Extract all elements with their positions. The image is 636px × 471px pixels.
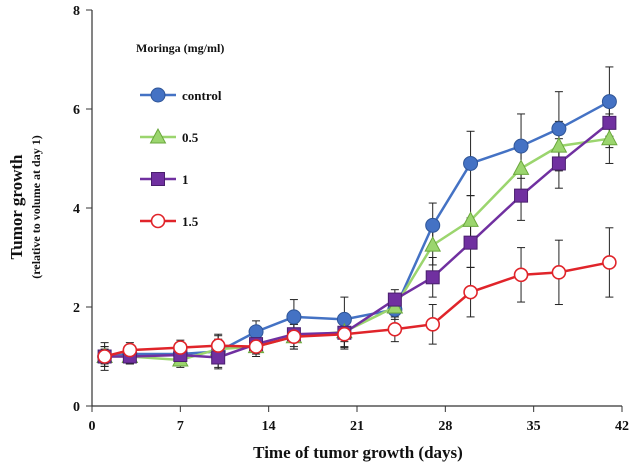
y-tick-label: 0 — [73, 400, 80, 415]
data-point — [463, 284, 478, 300]
legend-label: 1.5 — [182, 214, 199, 229]
x-tick-label: 35 — [527, 419, 541, 434]
series-line — [104, 100, 610, 358]
series-layer — [96, 66, 618, 371]
data-point — [463, 155, 479, 171]
series-line — [104, 137, 610, 362]
data-point — [602, 115, 617, 130]
data-point — [602, 255, 617, 270]
data-point — [601, 129, 618, 146]
error-bars-0.5 — [100, 113, 614, 368]
y-tick-label: 4 — [73, 202, 80, 217]
x-tick-label: 14 — [262, 419, 276, 434]
data-point — [248, 324, 264, 340]
x-tick-label: 0 — [89, 419, 96, 434]
data-point — [425, 317, 441, 332]
data-point — [97, 349, 112, 364]
data-point — [387, 292, 402, 307]
data-point — [286, 329, 302, 345]
data-point — [551, 121, 567, 137]
data-point — [286, 309, 302, 325]
legend-item-0.5: 0.5 — [140, 127, 199, 145]
data-point — [210, 338, 226, 353]
data-point — [463, 235, 478, 250]
data-point — [173, 340, 188, 355]
data-point — [550, 137, 568, 153]
legend-label: control — [182, 88, 222, 103]
legend-item-control: control — [140, 87, 222, 103]
legend-item-1: 1 — [140, 172, 189, 187]
legend-title: Moringa (mg/ml) — [136, 41, 224, 55]
x-tick-label: 21 — [350, 419, 364, 434]
x-tick-label: 7 — [177, 419, 184, 434]
data-point — [122, 342, 138, 358]
legend-swatch-marker — [150, 213, 166, 229]
data-point — [337, 326, 352, 342]
y-tick-label: 8 — [73, 4, 80, 19]
legend-label: 1 — [182, 172, 189, 187]
x-tick-label: 42 — [615, 419, 629, 434]
legend-swatch-marker — [150, 87, 166, 103]
y-axis-title: Tumor growth — [7, 154, 26, 260]
series-0.5 — [96, 129, 618, 367]
data-point — [551, 265, 567, 280]
x-tick-label: 28 — [438, 419, 452, 434]
data-point — [513, 138, 529, 154]
y-axis-subtitle: (relative to volume at day 1) — [29, 135, 43, 278]
data-point — [462, 211, 479, 227]
legend-item-1.5: 1.5 — [140, 213, 199, 229]
legend-label: 0.5 — [182, 130, 199, 145]
axes: 0 2 4 6 8 0 7 14 21 28 35 42 — [73, 4, 629, 434]
series-1.5 — [97, 255, 617, 364]
data-point — [211, 350, 226, 365]
series-line — [104, 121, 611, 359]
data-point — [424, 236, 442, 252]
data-point — [387, 321, 403, 337]
data-point — [425, 270, 440, 285]
data-point — [601, 94, 617, 110]
data-point — [425, 217, 441, 233]
legend: Moringa (mg/ml) control 0.5 1 1.5 — [136, 41, 224, 229]
data-point — [248, 339, 264, 354]
data-point — [513, 267, 529, 283]
data-point — [514, 188, 529, 203]
data-point — [512, 159, 530, 175]
y-tick-label: 6 — [73, 103, 80, 118]
legend-swatch-marker — [151, 172, 165, 186]
x-axis-title: Time of tumor growth (days) — [253, 443, 463, 462]
y-tick-label: 2 — [73, 301, 80, 316]
data-point — [551, 156, 566, 171]
legend-swatch-marker — [149, 127, 167, 144]
